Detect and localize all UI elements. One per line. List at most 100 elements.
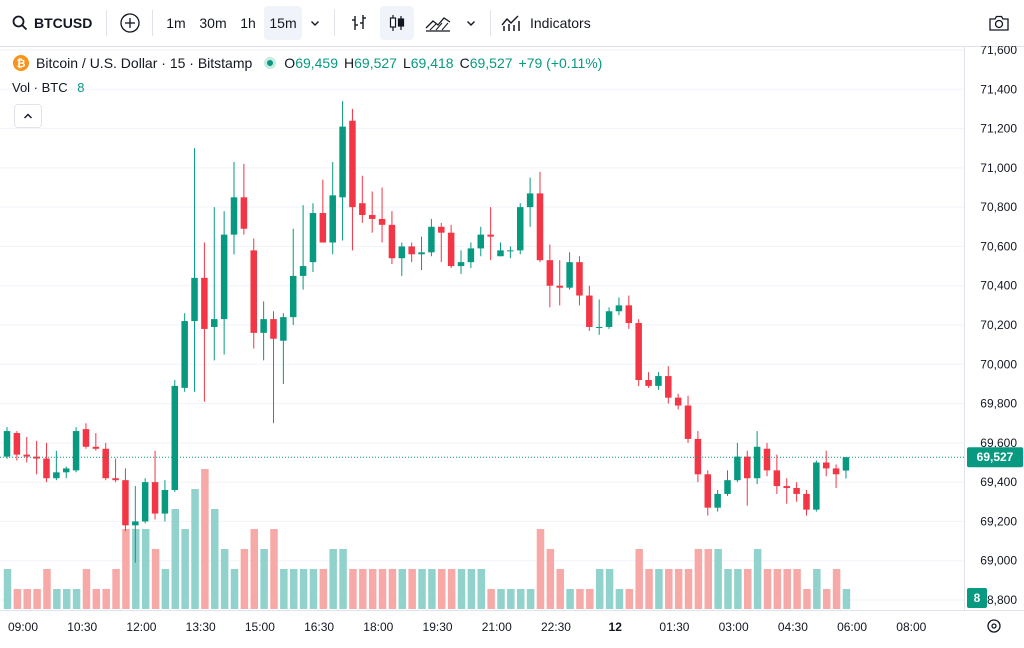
candle[interactable] <box>240 163 248 235</box>
candle[interactable] <box>655 372 662 390</box>
scale-settings-button[interactable] <box>984 616 1004 636</box>
candle[interactable] <box>250 238 258 349</box>
candle[interactable] <box>62 466 70 479</box>
candle[interactable] <box>92 433 100 451</box>
candle[interactable] <box>171 380 179 492</box>
candle[interactable] <box>319 179 327 243</box>
candle[interactable] <box>724 470 731 496</box>
candle[interactable] <box>467 242 475 269</box>
candle[interactable] <box>665 366 672 404</box>
candle[interactable] <box>230 161 238 255</box>
candle[interactable] <box>645 372 652 388</box>
compare-add-button[interactable] <box>116 6 144 40</box>
candle[interactable] <box>201 242 208 402</box>
candle[interactable] <box>428 218 435 257</box>
collapse-legend-button[interactable] <box>14 104 42 128</box>
candle[interactable] <box>556 260 563 306</box>
candle[interactable] <box>773 454 781 494</box>
candle[interactable] <box>783 478 790 504</box>
candle[interactable] <box>43 442 50 483</box>
candle[interactable] <box>714 490 721 512</box>
bar-chart-type-button[interactable] <box>344 6 374 40</box>
candle[interactable] <box>112 458 119 483</box>
candle[interactable] <box>23 436 30 463</box>
candle[interactable] <box>635 319 642 386</box>
candle[interactable] <box>299 205 307 290</box>
candlestick-chart[interactable] <box>0 46 964 610</box>
candle[interactable] <box>744 450 751 506</box>
candle[interactable] <box>477 226 485 257</box>
candle[interactable] <box>270 311 277 424</box>
candle[interactable] <box>576 256 583 306</box>
candle[interactable] <box>102 442 109 481</box>
chart-type-dropdown-button[interactable] <box>460 6 482 40</box>
candle[interactable] <box>122 468 129 532</box>
interval-1m-button[interactable]: 1m <box>166 15 186 31</box>
candle[interactable] <box>803 490 810 516</box>
candle[interactable] <box>72 427 80 473</box>
candle[interactable] <box>161 480 169 522</box>
candle[interactable] <box>329 161 336 255</box>
candle[interactable] <box>289 228 297 325</box>
candle[interactable] <box>82 423 90 449</box>
candle[interactable] <box>349 108 356 251</box>
candle[interactable] <box>586 285 593 331</box>
area-chart-type-button[interactable] <box>420 6 456 40</box>
symbol-search-button[interactable]: BTCUSD <box>8 6 102 40</box>
candle[interactable] <box>822 450 830 477</box>
candle[interactable] <box>842 457 850 479</box>
candle[interactable] <box>191 148 198 392</box>
candle[interactable] <box>211 207 218 361</box>
candle[interactable] <box>605 307 613 329</box>
candle[interactable] <box>546 244 554 308</box>
indicators-button[interactable]: Indicators <box>500 6 604 40</box>
candle[interactable] <box>309 203 317 272</box>
candle[interactable] <box>408 242 415 263</box>
candle[interactable] <box>832 464 840 489</box>
candle[interactable] <box>398 242 406 276</box>
candle[interactable] <box>3 427 11 459</box>
price-scale[interactable]: 71,600 71,400 71,200 71,000 70,800 70,600 70,4… <box>964 43 1024 610</box>
interval-30m-button[interactable]: 30m <box>199 15 227 31</box>
candle[interactable] <box>418 236 425 270</box>
candle[interactable] <box>566 252 573 290</box>
candle[interactable] <box>536 171 544 263</box>
candle[interactable] <box>260 301 267 361</box>
snapshot-button[interactable] <box>984 6 1014 40</box>
candle[interactable] <box>753 431 761 485</box>
interval-1h-button[interactable]: 1h <box>240 15 256 31</box>
candle[interactable] <box>497 242 504 257</box>
candle[interactable] <box>595 299 603 335</box>
interval-15m-button[interactable]: 15m <box>264 6 302 40</box>
candle[interactable] <box>141 478 149 524</box>
candle[interactable] <box>220 211 228 355</box>
candle[interactable] <box>487 207 494 261</box>
candle[interactable] <box>516 203 524 255</box>
candle[interactable] <box>438 222 445 263</box>
candle[interactable] <box>388 211 396 265</box>
candle[interactable] <box>13 431 21 461</box>
candle[interactable] <box>132 486 139 563</box>
candle[interactable] <box>181 313 188 392</box>
candle[interactable] <box>793 482 800 502</box>
candle[interactable] <box>507 246 514 259</box>
candle[interactable] <box>151 450 159 520</box>
interval-dropdown-button[interactable] <box>304 6 326 40</box>
candles-chart-type-button[interactable] <box>380 6 414 40</box>
symbol-description[interactable]: Bitcoin / U.S. Dollar · 15 · Bitstamp <box>36 55 253 71</box>
candle[interactable] <box>763 442 771 477</box>
candle[interactable] <box>368 191 376 233</box>
main-chart-pane[interactable] <box>0 46 964 610</box>
candle[interactable] <box>280 313 287 384</box>
candle[interactable] <box>615 297 623 316</box>
candle[interactable] <box>447 224 455 269</box>
candle[interactable] <box>684 395 692 443</box>
candle[interactable] <box>704 470 712 516</box>
volume-label[interactable]: Vol · BTC <box>12 80 68 95</box>
candle[interactable] <box>526 177 534 227</box>
time-scale[interactable]: 09:00 10:30 12:00 13:30 15:00 16:30 18:00 19:30… <box>0 610 1024 643</box>
candle[interactable] <box>53 450 60 481</box>
candle[interactable] <box>625 295 633 329</box>
candle[interactable] <box>359 175 366 223</box>
candle[interactable] <box>457 250 465 274</box>
